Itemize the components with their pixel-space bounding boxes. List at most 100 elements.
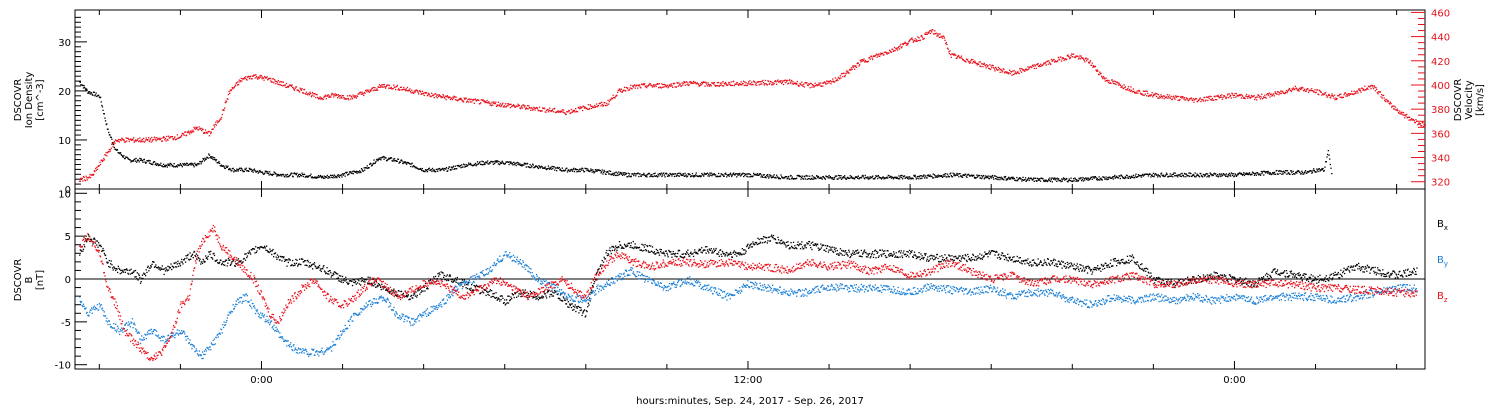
data-point-velocity	[748, 83, 750, 85]
data-point-velocity	[990, 65, 992, 67]
data-point-velocity	[1010, 71, 1013, 73]
data-point-velocity	[455, 96, 457, 98]
data-point-velocity	[1157, 97, 1159, 99]
data-point-ion-density	[874, 178, 876, 180]
data-point-velocity	[642, 83, 645, 85]
data-point-ion-density	[340, 174, 342, 176]
data-point-ion-density	[172, 165, 174, 167]
data-point-velocity	[1020, 67, 1022, 70]
data-point-velocity	[194, 128, 197, 130]
data-point-ion-density	[394, 158, 396, 160]
data-point-velocity	[286, 86, 288, 88]
data-point-bx	[176, 263, 178, 265]
data-point-ion-density	[1002, 178, 1004, 180]
data-point-velocity	[1307, 91, 1310, 93]
data-point-bx	[452, 281, 454, 283]
data-point-velocity	[686, 84, 688, 86]
data-point-velocity	[234, 84, 237, 86]
data-point-ion-density	[719, 175, 722, 177]
data-point-velocity	[1128, 89, 1130, 92]
data-point-ion-density	[1025, 180, 1027, 182]
data-point-velocity	[657, 83, 659, 85]
data-point-ion-density	[854, 176, 856, 179]
data-point-bx	[108, 259, 110, 262]
data-point-ion-density	[844, 177, 846, 179]
data-point-velocity	[1181, 97, 1183, 99]
data-point-velocity	[221, 113, 223, 116]
data-point-velocity	[635, 85, 637, 87]
data-point-velocity	[462, 100, 464, 102]
data-point-ion-density	[1005, 179, 1007, 181]
data-point-velocity	[1284, 92, 1286, 94]
data-point-bx	[273, 253, 275, 255]
data-point-ion-density	[125, 156, 127, 158]
data-point-ion-density	[995, 175, 997, 178]
data-point-ion-density	[561, 167, 563, 169]
data-point-ion-density	[586, 169, 588, 172]
data-point-velocity	[484, 101, 486, 104]
data-point-ion-density	[607, 171, 609, 173]
data-point-ion-density	[443, 169, 445, 172]
data-point-velocity	[1127, 86, 1130, 88]
data-point-ion-density	[113, 143, 115, 146]
data-point-velocity	[1023, 70, 1025, 72]
data-point-velocity	[655, 85, 657, 88]
data-point-velocity	[952, 53, 954, 55]
data-point-bx	[87, 238, 89, 240]
data-point-velocity	[428, 92, 430, 94]
data-point-ion-density	[807, 175, 809, 177]
data-point-velocity	[658, 83, 660, 85]
data-point-velocity	[644, 86, 646, 88]
data-point-bx	[496, 296, 498, 299]
data-point-velocity	[351, 96, 353, 98]
data-point-bx	[317, 265, 319, 268]
data-point-ion-density	[336, 177, 338, 179]
data-point-bx	[113, 266, 115, 268]
data-point-bx	[356, 278, 358, 280]
data-point-ion-density	[906, 176, 908, 178]
data-point-velocity	[705, 82, 707, 84]
data-point-velocity	[1265, 97, 1267, 99]
data-point-velocity	[1342, 96, 1344, 98]
data-point-bx	[295, 262, 298, 264]
data-point-velocity	[545, 111, 547, 113]
data-point-velocity	[386, 84, 388, 86]
data-point-ion-density	[494, 160, 496, 162]
data-point-ion-density	[122, 156, 124, 158]
data-point-velocity	[1315, 91, 1317, 93]
data-point-ion-density	[1218, 175, 1220, 177]
data-point-ion-density	[1008, 176, 1010, 178]
data-point-ion-density	[494, 162, 496, 165]
data-point-ion-density	[1329, 163, 1331, 166]
data-point-ion-density	[130, 161, 132, 163]
data-point-ion-density	[466, 164, 468, 167]
data-point-velocity	[1021, 68, 1023, 70]
data-point-velocity	[907, 44, 909, 46]
data-point-ion-density	[181, 166, 183, 168]
data-point-bx	[213, 252, 215, 254]
data-point-velocity	[743, 84, 745, 87]
data-point-ion-density	[871, 176, 873, 178]
data-point-ion-density	[1081, 178, 1083, 181]
data-point-bx	[420, 291, 422, 293]
data-point-ion-density	[454, 168, 456, 170]
data-point-ion-density	[857, 175, 859, 177]
data-point-velocity	[1060, 56, 1062, 58]
data-point-velocity	[600, 105, 602, 107]
data-point-velocity	[406, 86, 409, 89]
data-point-bx	[127, 272, 129, 274]
data-point-ion-density	[708, 173, 710, 175]
data-point-ion-density	[643, 172, 645, 175]
data-point-velocity	[520, 106, 522, 108]
data-point-velocity	[261, 78, 263, 80]
data-point-bx	[92, 238, 95, 240]
data-point-bx	[358, 283, 361, 285]
data-point-velocity	[1318, 89, 1320, 91]
data-point-bx	[280, 255, 282, 258]
data-point-ion-density	[883, 177, 886, 179]
data-point-velocity	[560, 110, 562, 112]
data-point-velocity	[544, 111, 546, 113]
data-point-velocity	[350, 95, 352, 98]
data-point-ion-density	[943, 175, 945, 178]
data-point-bx	[127, 273, 130, 275]
